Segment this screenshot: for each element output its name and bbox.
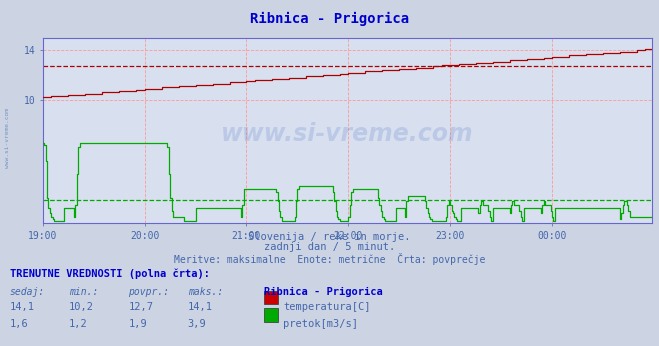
Text: 3,9: 3,9 <box>188 319 206 329</box>
Text: zadnji dan / 5 minut.: zadnji dan / 5 minut. <box>264 242 395 252</box>
Text: 1,9: 1,9 <box>129 319 147 329</box>
Text: Ribnica - Prigorica: Ribnica - Prigorica <box>264 287 382 297</box>
Text: Ribnica - Prigorica: Ribnica - Prigorica <box>250 12 409 26</box>
Text: Meritve: maksimalne  Enote: metrične  Črta: povprečje: Meritve: maksimalne Enote: metrične Črta… <box>174 253 485 265</box>
Text: 14,1: 14,1 <box>188 302 213 312</box>
Text: povpr.:: povpr.: <box>129 287 169 297</box>
Text: min.:: min.: <box>69 287 99 297</box>
Text: 14,1: 14,1 <box>10 302 35 312</box>
Text: TRENUTNE VREDNOSTI (polna črta):: TRENUTNE VREDNOSTI (polna črta): <box>10 268 210 279</box>
Text: Slovenija / reke in morje.: Slovenija / reke in morje. <box>248 232 411 242</box>
Text: www.si-vreme.com: www.si-vreme.com <box>5 108 11 169</box>
Text: temperatura[C]: temperatura[C] <box>283 302 371 312</box>
Text: 10,2: 10,2 <box>69 302 94 312</box>
Text: pretok[m3/s]: pretok[m3/s] <box>283 319 358 329</box>
Text: www.si-vreme.com: www.si-vreme.com <box>221 122 474 146</box>
Text: 1,2: 1,2 <box>69 319 88 329</box>
Text: 12,7: 12,7 <box>129 302 154 312</box>
Text: 1,6: 1,6 <box>10 319 28 329</box>
Text: maks.:: maks.: <box>188 287 223 297</box>
Text: sedaj:: sedaj: <box>10 287 45 297</box>
